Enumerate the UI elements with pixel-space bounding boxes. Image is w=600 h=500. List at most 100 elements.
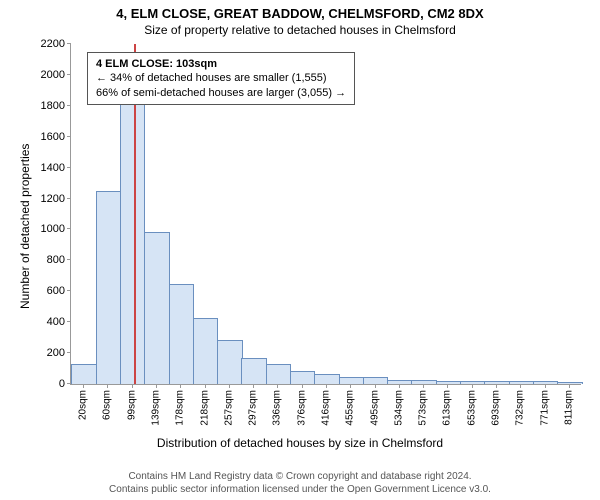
y-tick-label: 2000 (41, 69, 71, 81)
x-tick-label: 139sqm (151, 390, 162, 426)
y-tick-label: 400 (47, 316, 71, 328)
x-tick-mark (229, 384, 230, 388)
histogram-bar (120, 94, 145, 384)
x-tick-mark (277, 384, 278, 388)
x-tick-label: 416sqm (321, 390, 332, 426)
histogram-bar (290, 371, 315, 384)
y-tick-label: 1400 (41, 162, 71, 174)
y-tick-mark (67, 198, 71, 199)
y-tick-mark (67, 383, 71, 384)
y-tick-label: 1600 (41, 131, 71, 143)
x-tick-mark (447, 384, 448, 388)
y-tick-mark (67, 321, 71, 322)
y-tick-mark (67, 290, 71, 291)
x-tick-mark (423, 384, 424, 388)
y-tick-label: 0 (59, 378, 71, 390)
histogram-bar (484, 381, 509, 384)
x-tick-mark (326, 384, 327, 388)
y-tick-label: 1000 (41, 223, 71, 235)
x-tick-label: 99sqm (126, 390, 137, 420)
y-tick-label: 1800 (41, 100, 71, 112)
x-tick-mark (107, 384, 108, 388)
histogram-bar (266, 364, 291, 384)
x-tick-label: 20sqm (78, 390, 89, 420)
x-tick-label: 257sqm (223, 390, 234, 426)
x-tick-mark (83, 384, 84, 388)
y-tick-mark (67, 136, 71, 137)
x-axis-label: Distribution of detached houses by size … (0, 436, 600, 450)
histogram-bar (241, 358, 266, 384)
x-tick-mark (399, 384, 400, 388)
y-tick-mark (67, 228, 71, 229)
x-tick-label: 732sqm (515, 390, 526, 426)
x-tick-mark (156, 384, 157, 388)
x-tick-mark (205, 384, 206, 388)
histogram-bar (314, 374, 339, 384)
x-tick-label: 178sqm (175, 390, 186, 426)
x-tick-mark (302, 384, 303, 388)
x-tick-label: 534sqm (393, 390, 404, 426)
x-tick-mark (545, 384, 546, 388)
histogram-bar (460, 381, 485, 384)
x-tick-label: 376sqm (296, 390, 307, 426)
y-tick-label: 2200 (41, 38, 71, 50)
x-tick-label: 573sqm (418, 390, 429, 426)
histogram-bar (387, 380, 412, 384)
x-tick-label: 495sqm (369, 390, 380, 426)
x-tick-label: 60sqm (102, 390, 113, 420)
x-tick-mark (132, 384, 133, 388)
histogram-bar (71, 364, 96, 384)
y-tick-mark (67, 259, 71, 260)
histogram-bar (411, 380, 436, 384)
histogram-bar (169, 284, 194, 384)
footer-line-1: Contains HM Land Registry data © Crown c… (0, 470, 600, 483)
chart-title: 4, ELM CLOSE, GREAT BADDOW, CHELMSFORD, … (0, 0, 600, 21)
info-smaller-pct: ← 34% of detached houses are smaller (1,… (96, 71, 346, 85)
footer-line-2: Contains public sector information licen… (0, 483, 600, 496)
histogram-bar (363, 377, 388, 384)
chart-subtitle: Size of property relative to detached ho… (0, 21, 600, 37)
y-tick-mark (67, 352, 71, 353)
y-tick-label: 600 (47, 285, 71, 297)
histogram-bar (533, 381, 558, 384)
histogram-bar (436, 381, 461, 384)
y-tick-mark (67, 105, 71, 106)
x-tick-label: 297sqm (248, 390, 259, 426)
y-tick-label: 1200 (41, 193, 71, 205)
x-tick-label: 455sqm (345, 390, 356, 426)
info-larger-pct: 66% of semi-detached houses are larger (… (96, 86, 346, 100)
x-tick-label: 653sqm (466, 390, 477, 426)
x-tick-mark (350, 384, 351, 388)
histogram-bar (339, 377, 364, 384)
y-tick-mark (67, 74, 71, 75)
info-callout-box: 4 ELM CLOSE: 103sqm ← 34% of detached ho… (87, 52, 355, 105)
y-tick-label: 200 (47, 347, 71, 359)
y-axis-label: Number of detached properties (18, 144, 32, 309)
histogram-bar (509, 381, 534, 384)
y-tick-mark (67, 167, 71, 168)
histogram-bar (557, 382, 582, 384)
histogram-bar (96, 191, 121, 384)
y-tick-label: 800 (47, 254, 71, 266)
histogram-bar (193, 318, 218, 384)
x-tick-label: 336sqm (272, 390, 283, 426)
x-tick-mark (180, 384, 181, 388)
footer-attribution: Contains HM Land Registry data © Crown c… (0, 470, 600, 496)
chart-container: { "title": "4, ELM CLOSE, GREAT BADDOW, … (0, 0, 600, 500)
x-tick-mark (253, 384, 254, 388)
histogram-bar (217, 340, 242, 384)
x-tick-mark (496, 384, 497, 388)
x-tick-label: 613sqm (442, 390, 453, 426)
y-tick-mark (67, 43, 71, 44)
x-tick-mark (569, 384, 570, 388)
x-tick-mark (520, 384, 521, 388)
x-tick-label: 218sqm (199, 390, 210, 426)
x-tick-label: 811sqm (563, 390, 574, 425)
plot-area: 0200400600800100012001400160018002000220… (70, 44, 581, 385)
x-tick-mark (375, 384, 376, 388)
x-tick-label: 693sqm (491, 390, 502, 426)
x-tick-mark (472, 384, 473, 388)
x-tick-label: 771sqm (539, 390, 550, 426)
info-property-size: 4 ELM CLOSE: 103sqm (96, 57, 346, 71)
histogram-bar (144, 232, 169, 384)
